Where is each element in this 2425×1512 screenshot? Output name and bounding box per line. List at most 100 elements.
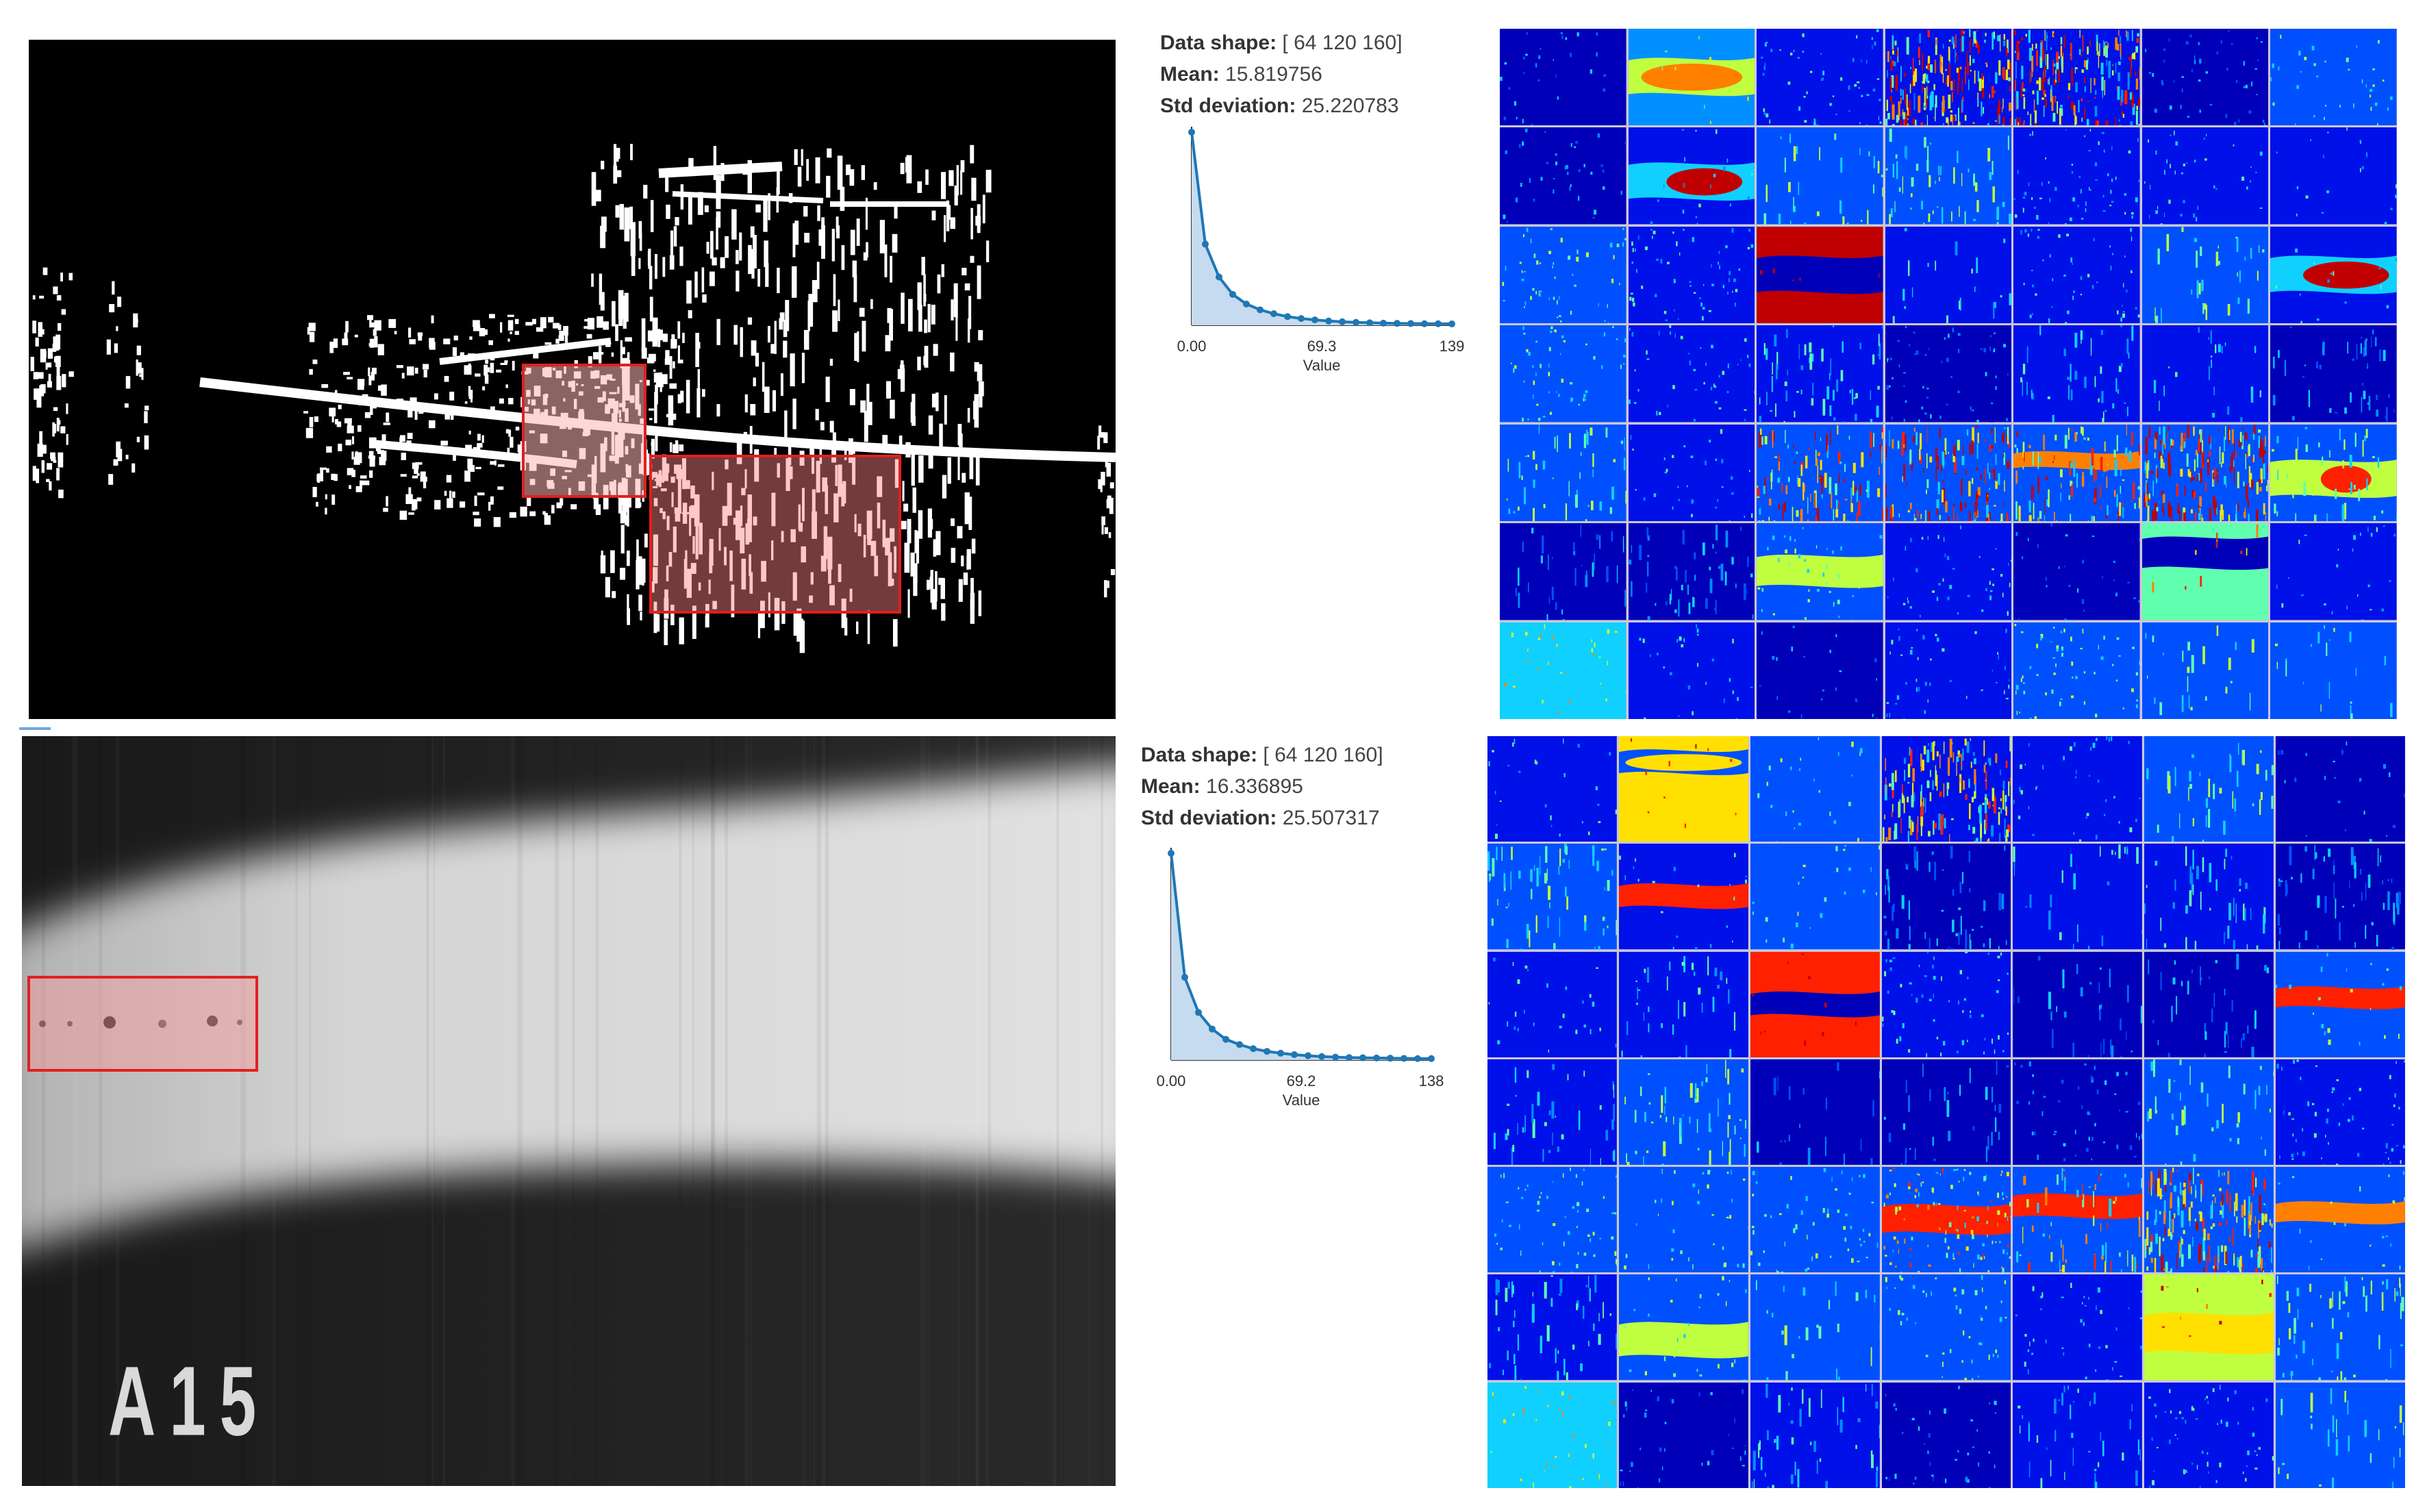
feature-map-cell [1487,1382,1617,1488]
feature-map-heat [2013,736,2143,842]
top-std-row: Std deviation: 25.220783 [1160,94,1399,117]
feature-map-heat [2013,1167,2143,1273]
feature-map-heat [2141,29,2269,126]
feature-map-heat [2013,325,2140,423]
feature-map-cell [1628,523,1755,620]
highlight-box-large [649,455,901,614]
feature-map-heat [2270,325,2397,423]
top-stats: Data shape: [ 64 120 160] Mean: 15.81975… [1160,27,1403,122]
feature-map-cell [1487,951,1617,1057]
feature-map-cell [2013,523,2140,620]
feature-map-heat [1487,1167,1617,1273]
feature-map-cell [2144,844,2274,950]
histogram-point [1277,1050,1284,1057]
top-binary-image [29,40,1116,719]
feature-map-heat [1885,127,2012,225]
feature-map-cell [2276,1167,2405,1273]
feature-map-cell [2276,736,2405,842]
bottom-mean-row: Mean: 16.336895 [1141,775,1303,798]
feature-map-cell [2013,736,2143,842]
feature-map-heat [2013,1059,2143,1166]
xray-scanlines [41,736,1104,1486]
feature-map-cell [1500,523,1626,620]
feature-map-cell [1500,29,1626,126]
histogram-point [1332,1053,1339,1061]
feature-map-heat [1618,951,1748,1057]
feature-map-heat [2270,622,2397,719]
feature-map-cell [2013,1059,2143,1166]
feature-map-cell [2276,1274,2405,1381]
feature-map-heat [2141,325,2269,423]
feature-map-cell [2276,951,2405,1057]
feature-map-cell [2144,1059,2274,1166]
feature-map-cell [2276,1059,2405,1166]
feature-map-heat [2141,622,2269,719]
feature-map-cell [1885,622,2012,719]
specimen-label: A15 [108,1346,271,1457]
feature-map-cell [2013,1167,2143,1273]
feature-map-heat [1750,1167,1880,1273]
feature-map-cell [2144,1382,2274,1488]
feature-map-heat [1500,226,1626,324]
feature-map-heat [1881,1274,2011,1381]
feature-map-heat [1750,1274,1880,1381]
histogram-point [1359,1054,1366,1061]
feature-map-cell [1881,1167,2011,1273]
feature-map-cell [2270,523,2397,620]
feature-map-cell [1750,1382,1880,1488]
feature-map-heat [1881,1382,2011,1488]
feature-map-cell [1500,622,1626,719]
histogram-point [1305,1052,1311,1059]
feature-map-heat [1757,127,1883,225]
feature-map-cell [1885,424,2012,522]
x-axis-label: Value [1283,1092,1320,1109]
feature-map-cell [2013,622,2140,719]
feature-map-cell [2141,424,2269,522]
feature-map-heat [2013,844,2143,950]
feature-map-heat [2013,1274,2143,1381]
feature-map-cell [1750,1167,1880,1273]
feature-map-cell [2270,622,2397,719]
feature-map-cell [2276,1382,2405,1488]
feature-map-cell [1628,226,1755,324]
feature-map-cell [2013,844,2143,950]
feature-map-cell [1881,1382,2011,1488]
feature-map-heat [1618,1382,1748,1488]
histogram-point [1373,1054,1380,1061]
feature-map-heat [2144,1059,2274,1166]
histogram-point [1250,1045,1257,1053]
feature-map-cell [1487,844,1617,950]
feature-map-cell [1500,325,1626,423]
feature-map-heat [1757,523,1883,620]
feature-map-heat [2270,424,2397,522]
feature-map-cell [2013,1274,2143,1381]
feature-map-cell [1487,736,1617,842]
histogram-point [1435,320,1442,327]
histogram-point [1421,320,1428,327]
feature-map-cell [1750,844,1880,950]
feature-map-cell [2144,1274,2274,1381]
feature-map-heat [1757,424,1883,522]
feature-map-heat [1628,226,1755,324]
feature-map-heat [2270,29,2397,126]
feature-map-heat [1881,951,2011,1057]
feature-map-heat [1750,1059,1880,1166]
x-tick-mid: 69.2 [1287,1072,1316,1089]
feature-map-heat [2144,1274,2274,1381]
feature-map-cell [2141,325,2269,423]
feature-map-heat [1750,844,1880,950]
feature-map-cell [2013,1382,2143,1488]
histogram-point [1311,316,1318,324]
top-shape-row: Data shape: [ 64 120 160] [1160,32,1403,54]
feature-map-heat [1757,325,1883,423]
feature-map-heat [1757,29,1883,126]
feature-map-cell [2270,127,2397,225]
feature-map-heat [1487,951,1617,1057]
feature-map-cell [2141,29,2269,126]
feature-map-heat [2141,523,2269,620]
bottom-histogram-plot: 0.00 69.2 138 Value [1157,848,1444,1109]
feature-map-cell [1757,127,1883,225]
feature-map-cell [1885,523,2012,620]
histogram-point [1243,300,1250,307]
histogram-point [1181,974,1188,981]
